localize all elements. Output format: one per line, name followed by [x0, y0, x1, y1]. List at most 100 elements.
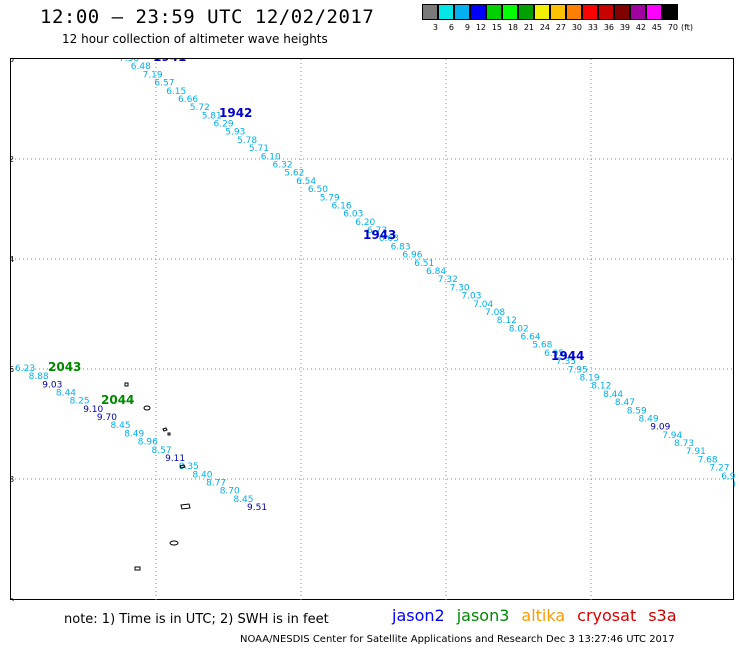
island-shape — [179, 464, 186, 469]
color-swatch — [630, 4, 646, 20]
swh-value: 8.45 — [111, 421, 131, 431]
color-scale-label: 36 — [603, 23, 614, 32]
color-swatch — [566, 4, 582, 20]
swh-value: 8.19 — [580, 374, 600, 384]
color-swatch — [454, 4, 470, 20]
mission-legend-item: jason2 — [392, 606, 445, 625]
color-scale-label: 27 — [555, 23, 566, 32]
color-scale-label: 9 — [464, 23, 470, 32]
swh-value: 6.03 — [343, 210, 363, 220]
color-swatch — [534, 4, 550, 20]
swh-value: 9.51 — [247, 503, 267, 513]
swh-value: 6.73 — [367, 226, 387, 236]
color-swatch — [422, 4, 438, 20]
pass-number-label: 1942 — [219, 106, 252, 120]
swh-value: 6.96 — [402, 251, 422, 261]
color-swatch — [502, 4, 518, 20]
swh-value: 6.50 — [308, 185, 328, 195]
color-scale-label: 33 — [587, 23, 598, 32]
color-scale-label: 30 — [571, 23, 582, 32]
swh-value: 9.10 — [83, 405, 103, 415]
pass-number-label: 2043 — [48, 360, 81, 374]
swh-value: 7.19 — [143, 70, 163, 80]
swh-value: 6.83 — [391, 242, 411, 252]
color-swatch — [582, 4, 598, 20]
swh-value: 5.78 — [237, 136, 257, 146]
swh-value: 7.38 — [119, 59, 139, 64]
swh-value: 8.12 — [591, 382, 611, 392]
swh-value: 6.84 — [426, 267, 446, 277]
swh-value: 7.91 — [686, 447, 706, 457]
swh-value: 8.59 — [627, 406, 647, 416]
swh-value: 5.62 — [284, 169, 304, 179]
pass-number-label: 2044 — [101, 393, 134, 407]
y-tick-label: -60 — [11, 597, 14, 601]
y-tick-label: -54 — [11, 255, 14, 264]
swh-value: 7.03 — [461, 292, 481, 302]
swh-value: 5.81 — [202, 111, 222, 121]
swh-value: 7.30 — [450, 283, 470, 293]
swh-value: 6.10 — [261, 152, 281, 162]
color-swatch — [550, 4, 566, 20]
color-scale-label: 24 — [539, 23, 550, 32]
swh-value: 8.73 — [674, 439, 694, 449]
swh-value: 6.95 — [544, 349, 564, 359]
y-tick-label: -58 — [11, 475, 14, 484]
swh-value: 8.02 — [509, 324, 529, 334]
color-swatch — [518, 4, 534, 20]
swh-value: 8.25 — [70, 397, 90, 407]
color-swatch — [486, 4, 502, 20]
y-tick-label: -50 — [11, 59, 14, 64]
swh-value: 9.11 — [165, 454, 185, 464]
swh-value: 8.88 — [29, 372, 49, 382]
swh-value: 9.03 — [42, 380, 62, 390]
color-swatch — [598, 4, 614, 20]
swh-value: 6.93 — [721, 472, 735, 482]
island-shape — [134, 566, 141, 571]
swh-value: 8.47 — [615, 398, 635, 408]
page-subtitle: 12 hour collection of altimeter wave hei… — [62, 32, 328, 46]
color-scale-label: 70 — [667, 23, 678, 32]
swh-value: 8.70 — [220, 487, 240, 497]
color-scale-label: 15 — [491, 23, 502, 32]
color-scale-label: 42 — [635, 23, 646, 32]
color-scale-label: 3 — [432, 23, 438, 32]
island-shape — [162, 427, 168, 432]
color-swatch — [470, 4, 486, 20]
map-plot: -30-27-24-21-18-15-50-52-54-56-58-607.38… — [10, 58, 735, 601]
island-shape — [167, 432, 171, 436]
swh-value: 7.27 — [709, 464, 729, 474]
swh-value: 7.35 — [556, 357, 576, 367]
swh-value: 8.12 — [497, 316, 517, 326]
mission-legend-item: s3a — [648, 606, 677, 625]
swh-value: 5.72 — [190, 103, 210, 113]
swh-value: 6.20 — [355, 218, 375, 228]
swh-value: 6.15 — [166, 87, 186, 97]
color-swatch — [646, 4, 662, 20]
swh-value: 7.32 — [438, 275, 458, 285]
pass-number-label: 1944 — [551, 349, 584, 363]
swh-value: 6.23 — [15, 364, 35, 374]
swh-value: 6.51 — [414, 259, 434, 269]
swh-value: 8.77 — [206, 479, 226, 489]
pass-number-label: 1941 — [153, 59, 186, 64]
swh-value: 6.29 — [214, 120, 234, 130]
swh-value: 6.76 — [733, 480, 735, 490]
swh-value: 6.16 — [332, 202, 352, 212]
mission-legend-item: altika — [521, 606, 566, 625]
map-canvas: -30-27-24-21-18-15-50-52-54-56-58-607.38… — [11, 59, 735, 601]
swh-value: 8.57 — [152, 446, 172, 456]
swh-value: 8.40 — [192, 470, 212, 480]
island-shape — [169, 540, 179, 546]
color-scale-label: 39 — [619, 23, 630, 32]
color-scale-label: 18 — [507, 23, 518, 32]
swh-value: 7.04 — [473, 300, 493, 310]
swh-value: 7.95 — [568, 365, 588, 375]
mission-legend-item: jason3 — [456, 606, 510, 625]
swh-value: 5.79 — [320, 193, 340, 203]
mission-legend: jason2 jason3 altika cryosat s3a — [392, 606, 677, 625]
island-shape — [180, 503, 191, 510]
color-scale-label: (ft) — [681, 23, 694, 32]
color-swatch — [438, 4, 454, 20]
swh-value: 6.48 — [131, 62, 151, 72]
